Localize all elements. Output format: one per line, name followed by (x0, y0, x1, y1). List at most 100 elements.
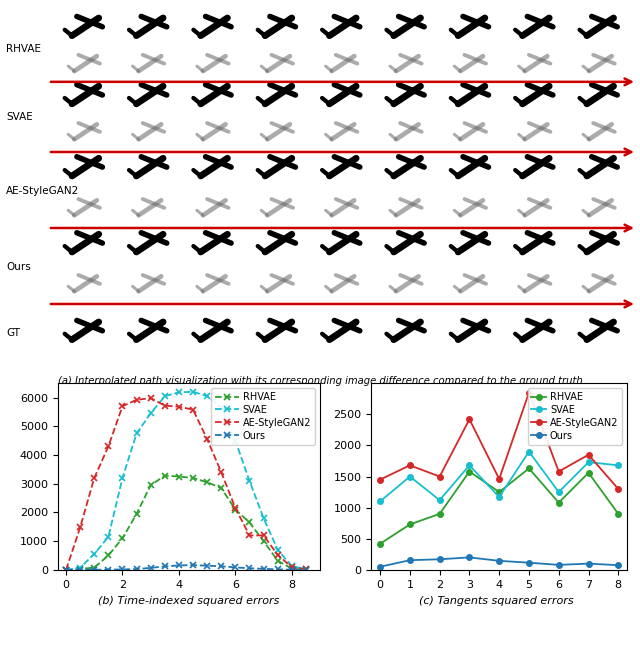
RHVAE (232, 506, 239, 514)
SVAE (76, 563, 84, 571)
Text: Ours: Ours (6, 262, 31, 272)
Ours (90, 566, 98, 574)
Ours (406, 556, 413, 564)
AE-StyleGAN2 (76, 523, 84, 531)
SVAE (175, 388, 183, 396)
Line: RHVAE: RHVAE (378, 466, 621, 546)
RHVAE (465, 468, 473, 476)
SVAE (260, 514, 268, 522)
Ours (118, 565, 126, 573)
Ours (147, 564, 154, 572)
SVAE (525, 448, 533, 456)
RHVAE (204, 478, 211, 486)
SVAE (376, 498, 384, 506)
AE-StyleGAN2 (585, 451, 593, 458)
Line: Ours: Ours (378, 555, 621, 569)
Legend: RHVAE, SVAE, AE-StyleGAN2, Ours: RHVAE, SVAE, AE-StyleGAN2, Ours (527, 388, 622, 445)
RHVAE (302, 566, 310, 574)
AE-StyleGAN2 (436, 473, 444, 481)
AE-StyleGAN2 (614, 485, 622, 493)
RHVAE (175, 473, 183, 481)
SVAE (104, 533, 112, 541)
AE-StyleGAN2 (218, 468, 225, 476)
Ours (62, 566, 70, 574)
Ours (260, 565, 268, 572)
AE-StyleGAN2 (189, 405, 197, 413)
Ours (175, 561, 183, 569)
SVAE (288, 562, 296, 570)
AE-StyleGAN2 (274, 551, 282, 559)
SVAE (274, 546, 282, 553)
Ours (189, 561, 197, 569)
RHVAE (585, 469, 593, 477)
RHVAE (132, 510, 140, 517)
RHVAE (76, 565, 84, 573)
Ours (465, 553, 473, 561)
RHVAE (246, 519, 253, 527)
AE-StyleGAN2 (302, 565, 310, 573)
AE-StyleGAN2 (232, 504, 239, 512)
Ours (436, 555, 444, 563)
RHVAE (555, 498, 563, 506)
RHVAE (436, 510, 444, 517)
Legend: RHVAE, SVAE, AE-StyleGAN2, Ours: RHVAE, SVAE, AE-StyleGAN2, Ours (211, 388, 315, 445)
AE-StyleGAN2 (288, 563, 296, 571)
Ours (132, 565, 140, 573)
Line: AE-StyleGAN2: AE-StyleGAN2 (63, 394, 309, 573)
AE-StyleGAN2 (147, 394, 154, 402)
Ours (76, 566, 84, 574)
Line: Ours: Ours (63, 561, 309, 573)
RHVAE (62, 566, 70, 574)
SVAE (555, 488, 563, 496)
SVAE (132, 430, 140, 438)
AE-StyleGAN2 (246, 531, 253, 539)
SVAE (218, 403, 225, 411)
SVAE (495, 493, 503, 501)
SVAE (436, 496, 444, 504)
SVAE (189, 388, 197, 396)
Line: RHVAE: RHVAE (63, 472, 309, 573)
SVAE (147, 409, 154, 417)
AE-StyleGAN2 (465, 415, 473, 423)
Text: (b) Time-indexed squared errors: (b) Time-indexed squared errors (98, 596, 280, 606)
Line: AE-StyleGAN2: AE-StyleGAN2 (378, 390, 621, 492)
AE-StyleGAN2 (260, 531, 268, 539)
AE-StyleGAN2 (495, 475, 503, 483)
SVAE (204, 392, 211, 400)
Text: (a) Interpolated path visualization with its corresponding image difference comp: (a) Interpolated path visualization with… (58, 376, 582, 386)
Ours (218, 563, 225, 571)
RHVAE (406, 521, 413, 529)
Ours (161, 563, 169, 571)
Ours (525, 559, 533, 567)
RHVAE (376, 540, 384, 548)
RHVAE (118, 534, 126, 542)
SVAE (302, 565, 310, 573)
AE-StyleGAN2 (132, 396, 140, 403)
SVAE (614, 461, 622, 469)
Text: AE-StyleGAN2: AE-StyleGAN2 (6, 186, 79, 196)
Ours (104, 566, 112, 574)
SVAE (62, 566, 70, 574)
Ours (274, 565, 282, 573)
RHVAE (260, 537, 268, 545)
Ours (204, 562, 211, 570)
RHVAE (525, 464, 533, 472)
Ours (288, 566, 296, 574)
Text: SVAE: SVAE (6, 112, 33, 122)
AE-StyleGAN2 (406, 461, 413, 469)
AE-StyleGAN2 (175, 403, 183, 411)
Text: (c) Tangents squared errors: (c) Tangents squared errors (419, 596, 573, 606)
Ours (302, 566, 310, 574)
RHVAE (90, 563, 98, 571)
RHVAE (288, 565, 296, 572)
SVAE (232, 437, 239, 445)
RHVAE (218, 484, 225, 492)
AE-StyleGAN2 (204, 436, 211, 443)
RHVAE (161, 472, 169, 479)
Ours (376, 563, 384, 571)
RHVAE (614, 510, 622, 517)
AE-StyleGAN2 (90, 474, 98, 482)
SVAE (465, 461, 473, 469)
RHVAE (274, 557, 282, 565)
Line: SVAE: SVAE (378, 449, 621, 504)
